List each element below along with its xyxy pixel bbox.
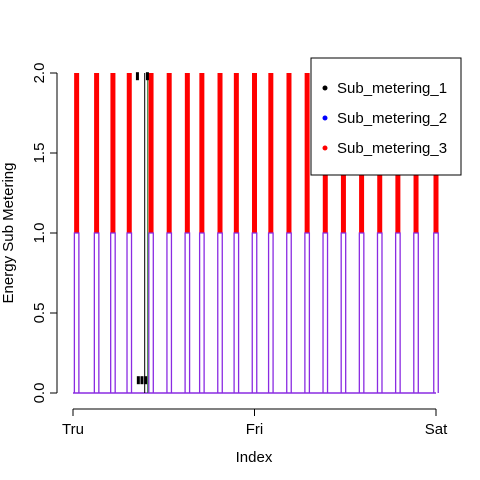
series-sub-metering-2-pulse-7 (198, 232, 205, 393)
series-sub-metering-2-pulse-10 (251, 232, 258, 393)
legend-box (310, 57, 462, 176)
series-sub-metering-2-pulse-0 (73, 232, 80, 393)
y-axis-label: Energy Sub Metering (0, 163, 17, 304)
y-tick-label-3: 1.5 (31, 143, 48, 164)
legend-marker-1 (322, 85, 328, 91)
axes-layer: 0.0 0.5 1.0 1.5 2.0 Tru Fri Sat (31, 63, 448, 438)
series-sub-metering-2-pulse-18 (394, 232, 401, 393)
x-axis-label: Index (236, 449, 273, 466)
series-sub-metering-2-pulse-8 (217, 232, 223, 393)
legend-marker-3 (322, 145, 328, 151)
x-tick-label-2: Sat (425, 421, 448, 438)
legend-marker-2 (322, 115, 328, 121)
series-sub-metering-2-pulse-12 (286, 232, 292, 393)
series-sub-metering-2-pulse-13 (304, 232, 311, 393)
legend-label-2: Sub_metering_2 (337, 110, 447, 127)
legend-label-3: Sub_metering_3 (337, 140, 447, 157)
series-sub-metering-2-pulse-15 (340, 232, 347, 393)
y-tick-label-1: 0.5 (31, 303, 48, 324)
x-tick-label-1: Fri (246, 421, 264, 438)
y-tick-label-2: 1.0 (31, 223, 48, 244)
series-sub-metering-2-pulse-19 (413, 232, 419, 393)
series-sub-metering-1-point-2 (144, 376, 148, 385)
series-sub-metering-1-point-0 (136, 376, 140, 385)
series-sub-metering-2-pulse-5 (166, 232, 173, 393)
series-sub-metering-2-pulse-1 (93, 232, 100, 393)
legend: Sub_metering_1 Sub_metering_2 Sub_metering… (310, 57, 462, 176)
y-tick-label-0: 0.0 (31, 383, 48, 404)
series-sub-metering-2-pulse-14 (322, 232, 329, 393)
series-sub-metering-2-pulse-6 (184, 232, 191, 393)
series-sub-metering-2-pulse-4 (148, 232, 154, 393)
legend-label-1: Sub_metering_1 (337, 80, 447, 97)
series-sub-metering-2-pulse-17 (376, 232, 383, 393)
series-sub-metering-2-pulse-16 (358, 232, 365, 393)
series-sub-metering-2-pulse-11 (267, 232, 274, 393)
series-sub-metering-1-point-1 (140, 376, 144, 385)
series-sub-metering-2-pulse-9 (233, 232, 240, 393)
series-sub-metering-1-point-3 (135, 72, 139, 81)
series-sub-metering-1-point-4 (145, 72, 149, 81)
series-sub-metering-2-pulse-3 (126, 232, 133, 393)
series-sub-metering-2-pulse-20 (433, 232, 439, 393)
series-sub-metering-2-pulse-2 (110, 232, 116, 393)
y-tick-label-4: 2.0 (31, 63, 48, 84)
x-tick-label-0: Tru (62, 421, 84, 438)
